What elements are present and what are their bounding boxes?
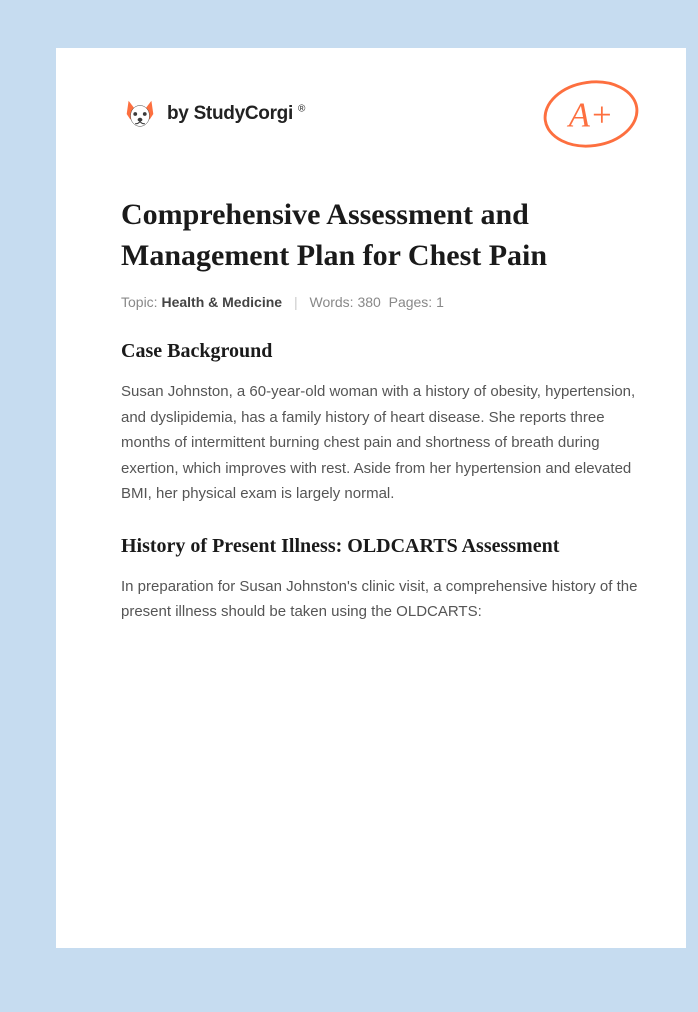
section-heading-2: History of Present Illness: OLDCARTS Ass… bbox=[121, 535, 641, 558]
brand-prefix: by bbox=[167, 103, 194, 124]
section-heading-1: Case Background bbox=[121, 340, 641, 363]
document-title: Comprehensive Assessment and Management … bbox=[121, 195, 641, 276]
topic-label: Topic: bbox=[121, 294, 161, 310]
header: by StudyCorgi ® A+ bbox=[121, 78, 641, 150]
section-body-2: In preparation for Susan Johnston's clin… bbox=[121, 574, 641, 625]
brand-name: StudyCorgi bbox=[194, 103, 293, 124]
pages-value: 1 bbox=[436, 294, 444, 310]
brand-text: by StudyCorgi ® bbox=[167, 103, 305, 125]
studycorgi-logo-icon bbox=[121, 95, 159, 133]
words-value: 380 bbox=[357, 294, 380, 310]
grade-text: A+ bbox=[567, 97, 614, 135]
document-meta: Topic: Health & Medicine | Words: 380 Pa… bbox=[121, 294, 641, 310]
grade-badge: A+ bbox=[541, 78, 641, 150]
document-page: by StudyCorgi ® A+ Comprehensive Assessm… bbox=[56, 48, 686, 948]
pages-label: Pages: bbox=[389, 294, 436, 310]
words-label: Words: bbox=[309, 294, 357, 310]
brand: by StudyCorgi ® bbox=[121, 95, 305, 133]
meta-separator: | bbox=[294, 294, 298, 310]
registered-mark: ® bbox=[298, 104, 305, 115]
section-body-1: Susan Johnston, a 60-year-old woman with… bbox=[121, 379, 641, 507]
topic-value: Health & Medicine bbox=[161, 294, 282, 310]
